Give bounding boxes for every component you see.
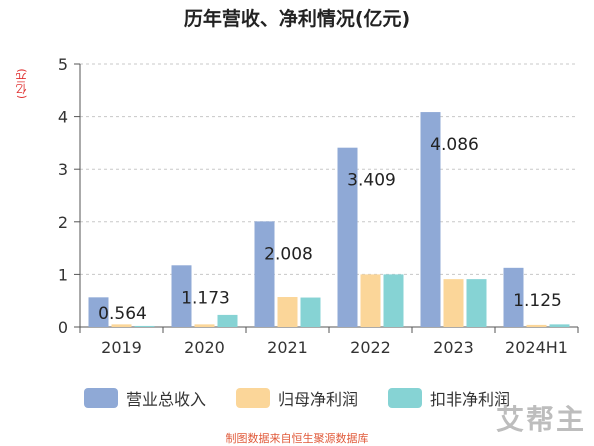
bar-revenue [171,265,192,327]
bar-adjusted-net-profit [134,325,155,327]
y-tick-label: 2 [58,213,68,232]
bar-net-profit [360,274,381,327]
x-tick-label: 2021 [267,338,308,357]
bar-adjusted-net-profit [217,314,238,327]
legend-label-net-profit: 归母净利润 [277,390,358,409]
legend-swatch-revenue [83,388,118,408]
bar-revenue [420,112,441,327]
bar-revenue [503,267,524,327]
legend-item-revenue[interactable]: 营业总收入 [83,386,206,410]
data-label-revenue: 1.125 [513,291,562,311]
legend: 营业总收入 归母净利润 扣非净利润 [0,386,594,410]
legend-swatch-adjusted-net-profit [388,388,422,408]
y-tick-label: 4 [58,108,68,127]
bar-adjusted-net-profit [466,279,487,327]
legend-label-revenue: 营业总收入 [125,390,206,409]
chart-title: 历年营收、净利情况(亿元) [183,8,411,30]
y-tick-label: 5 [58,55,68,74]
data-label-revenue: 1.173 [181,288,230,308]
data-label-revenue: 3.409 [347,171,396,191]
watermark-logo: 艾帮主 [495,403,586,436]
data-label-revenue: 0.564 [98,304,147,324]
x-tick-label: 2019 [101,338,142,357]
legend-item-adjusted-net-profit[interactable]: 扣非净利润 [388,386,510,410]
x-tick-label: 2024H1 [505,338,568,357]
bar-revenue [254,221,275,327]
bar-net-profit [526,324,547,327]
legend-label-adjusted-net-profit: 扣非净利润 [430,390,511,409]
bar-adjusted-net-profit [383,274,404,327]
bar-adjusted-net-profit [549,324,570,327]
data-source-note: 制图数据来自恒生聚源数据库 [225,432,369,445]
bar-revenue [337,147,358,327]
legend-swatch-net-profit [235,388,270,408]
x-tick-label: 2023 [433,338,474,357]
bar-net-profit [443,279,464,327]
y-tick-label: 1 [58,265,68,284]
data-label-revenue: 2.008 [264,244,313,264]
y-tick-label: 0 [58,318,68,337]
bar-adjusted-net-profit [300,297,321,327]
data-label-revenue: 4.086 [430,135,479,155]
y-tick-label: 3 [58,160,68,179]
x-tick-label: 2020 [184,338,225,357]
bar-net-profit [277,297,298,327]
bar-net-profit [194,324,215,327]
bar-revenue [88,297,109,327]
bar-net-profit [111,324,132,327]
bar-chart: 0 1 2 3 4 5 2019 0.564 2020 1.173 2021 2.008 2022 3.4… [58,55,579,357]
x-tick-label: 2022 [350,338,391,357]
legend-item-net-profit[interactable]: 归母净利润 [235,386,358,410]
